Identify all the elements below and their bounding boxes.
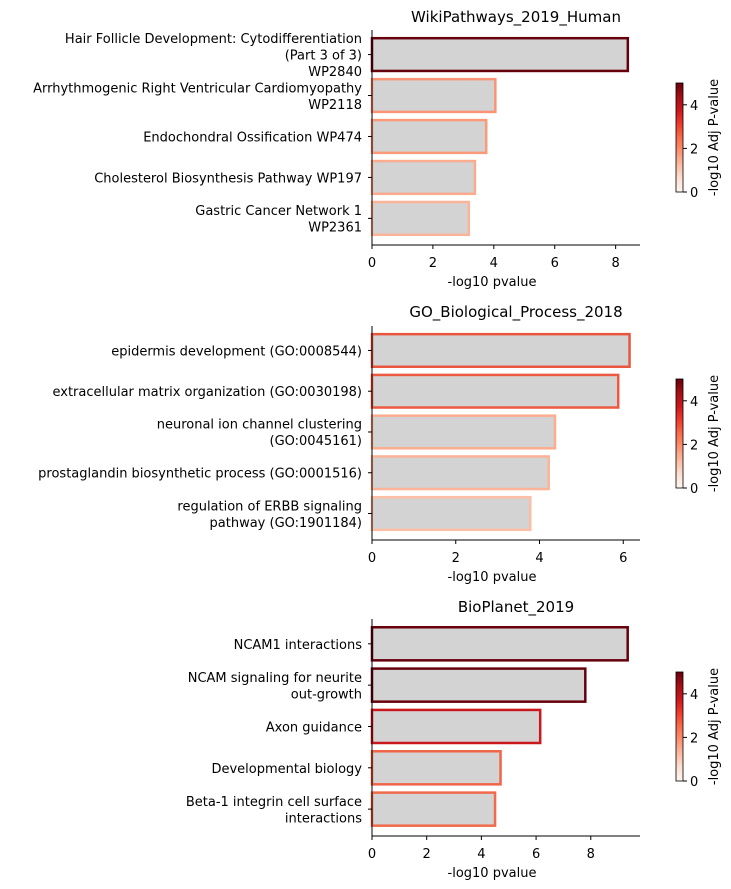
category-label: Cholesterol Biosynthesis Pathway WP197 xyxy=(94,171,362,186)
colorbar xyxy=(675,82,684,193)
bar xyxy=(370,791,497,827)
chart-title: WikiPathways_2019_Human xyxy=(411,8,621,27)
x-tick-label: 8 xyxy=(611,256,619,271)
colorbar-tick-label: 0 xyxy=(690,482,698,497)
x-tick-label: 0 xyxy=(368,847,376,862)
category-label: regulation of ERBB signaling pathway (GO:… xyxy=(177,499,362,531)
category-label: prostaglandin biosynthetic process (GO:0… xyxy=(38,467,362,482)
bar xyxy=(370,36,630,73)
colorbar-tick-label: 4 xyxy=(690,688,698,703)
category-label: Beta-1 integrin cell surface interactions xyxy=(186,795,362,827)
x-axis-label: -log10 pvalue xyxy=(448,866,537,881)
bar xyxy=(370,159,477,196)
bar xyxy=(370,77,497,114)
x-tick-label: 4 xyxy=(535,551,543,566)
colorbar-tick-label: 0 xyxy=(690,775,698,790)
x-axis-label: -log10 pvalue xyxy=(448,570,537,585)
bar xyxy=(370,118,488,155)
x-axis-label: -log10 pvalue xyxy=(448,275,537,290)
colorbar-tick-label: 2 xyxy=(690,438,698,453)
x-tick-label: 4 xyxy=(477,847,485,862)
category-label: NCAM signaling for neurite out-growth xyxy=(188,671,362,703)
category-label: epidermis development (GO:0008544) xyxy=(111,344,362,359)
x-tick-label: 0 xyxy=(368,256,376,271)
colorbar-tick-label: 4 xyxy=(690,99,698,114)
category-label: Axon guidance xyxy=(266,720,362,735)
bar xyxy=(370,495,532,532)
colorbar xyxy=(675,671,684,782)
chart-panel-3: BioPlanet_2019 NCAM1 interactions NCAM sig… xyxy=(186,598,722,881)
bar xyxy=(370,414,557,450)
colorbar-label: -log10 Adj P-value xyxy=(707,79,722,196)
x-tick-label: 4 xyxy=(490,256,498,271)
bar xyxy=(370,332,631,369)
x-tick-label: 2 xyxy=(429,256,437,271)
colorbar-label: -log10 Adj P-value xyxy=(707,375,722,492)
category-label: Gastric Cancer Network 1 WP2361 xyxy=(195,204,362,236)
x-tick-label: 6 xyxy=(532,847,540,862)
category-label: Hair Follicle Development: Cytodifferent… xyxy=(65,32,362,80)
category-label: Arrhythmogenic Right Ventricular Cardiom… xyxy=(33,81,362,113)
category-label: Developmental biology xyxy=(211,762,362,777)
chart-title: BioPlanet_2019 xyxy=(458,598,574,617)
colorbar-tick-label: 4 xyxy=(690,395,698,410)
bar xyxy=(370,626,629,662)
x-tick-label: 6 xyxy=(619,551,627,566)
bar xyxy=(370,373,620,409)
bar xyxy=(370,708,542,745)
bar xyxy=(370,200,471,237)
colorbar-tick-label: 0 xyxy=(690,186,698,201)
bar xyxy=(370,667,587,703)
category-label: NCAM1 interactions xyxy=(234,638,363,653)
x-tick-label: 0 xyxy=(368,551,376,566)
chart-panel-1: WikiPathways_2019_Human Hair Follicle Dev… xyxy=(33,8,722,290)
category-label: neuronal ion channel clustering (GO:00451… xyxy=(157,418,362,450)
colorbar-label: -log10 Adj P-value xyxy=(707,668,722,785)
colorbar-tick-label: 2 xyxy=(690,142,698,157)
chart-panel-2: GO_Biological_Process_2018 epidermis deve… xyxy=(38,303,722,585)
colorbar xyxy=(675,378,684,489)
chart-title: GO_Biological_Process_2018 xyxy=(409,303,622,322)
category-label: extracellular matrix organization (GO:00… xyxy=(52,385,362,400)
x-tick-label: 2 xyxy=(452,551,460,566)
x-tick-label: 2 xyxy=(423,847,431,862)
x-tick-label: 8 xyxy=(587,847,595,862)
category-label: Endochondral Ossification WP474 xyxy=(143,130,362,145)
bar xyxy=(370,750,502,786)
colorbar-tick-label: 2 xyxy=(690,731,698,746)
bar xyxy=(370,455,550,491)
x-tick-label: 6 xyxy=(551,256,559,271)
